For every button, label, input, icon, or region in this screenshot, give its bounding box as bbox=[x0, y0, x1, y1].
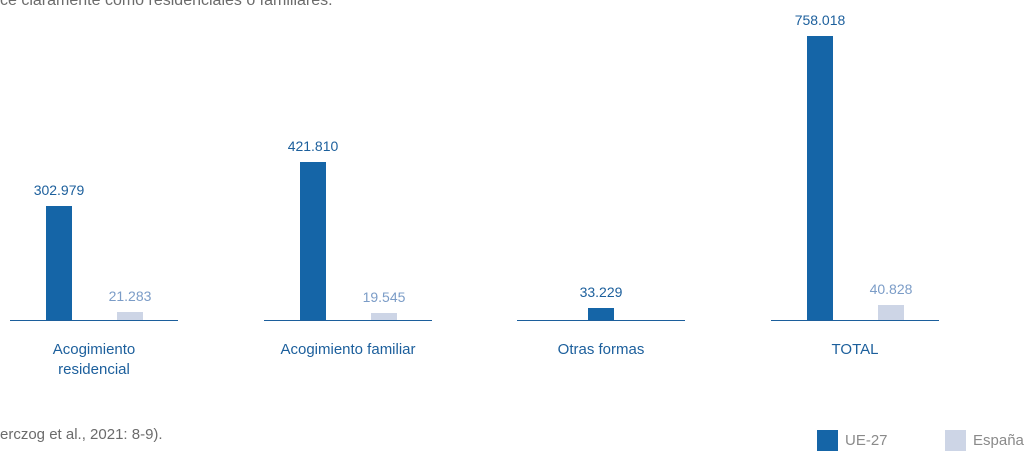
legend-swatch bbox=[945, 430, 966, 451]
axis-line bbox=[771, 320, 939, 321]
category-label: TOTAL bbox=[831, 341, 879, 358]
bar bbox=[117, 312, 143, 320]
axis-line bbox=[517, 320, 685, 321]
bar bbox=[807, 36, 833, 320]
source-text: erczog et al., 2021: 8-9). bbox=[0, 426, 163, 443]
value-label: 19.545 bbox=[362, 288, 406, 305]
value-label: 33.229 bbox=[579, 283, 623, 300]
category-label: Otras formas bbox=[557, 341, 645, 358]
value-label: 421.810 bbox=[287, 137, 339, 154]
category-label: Acogimiento residencial bbox=[52, 341, 136, 378]
axis-line bbox=[264, 320, 432, 321]
legend-swatch bbox=[817, 430, 838, 451]
axis-line bbox=[10, 320, 178, 321]
category-label: Acogimiento familiar bbox=[280, 341, 416, 358]
legend-label: España bbox=[973, 432, 1024, 449]
value-label: 21.283 bbox=[108, 288, 152, 305]
bar bbox=[300, 161, 326, 320]
bar bbox=[46, 206, 72, 320]
bar bbox=[588, 307, 614, 320]
value-label: 758.018 bbox=[794, 12, 846, 28]
intro-text: ce claramente como residenciales o famil… bbox=[0, 0, 333, 9]
bar bbox=[878, 304, 904, 320]
legend-label: UE-27 bbox=[845, 432, 888, 449]
value-label: 40.828 bbox=[869, 280, 913, 297]
value-label: 302.979 bbox=[33, 182, 85, 199]
bar bbox=[371, 312, 397, 320]
